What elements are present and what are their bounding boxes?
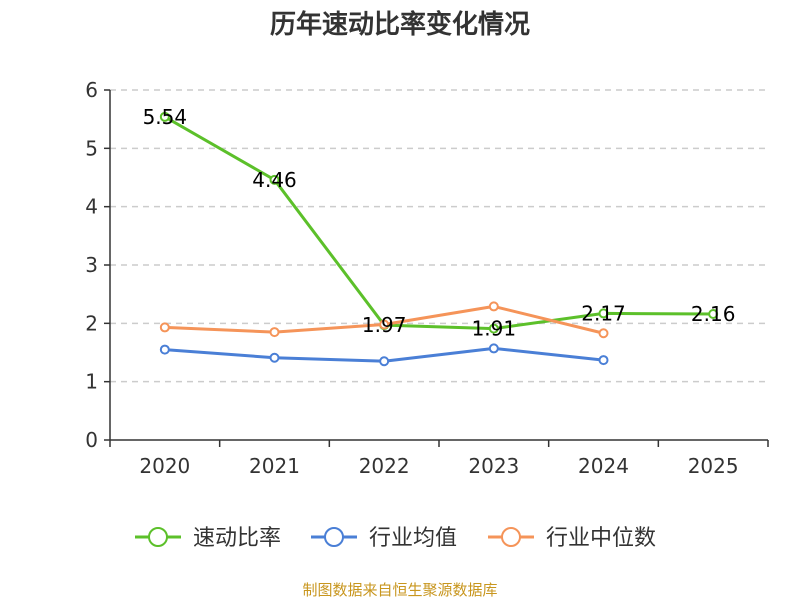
legend[interactable]: 速动比率 行业均值 行业中位数: [135, 526, 656, 551]
data-labels: 5.54 4.46 1.97 1.91 2.17 2.16: [143, 105, 736, 341]
data-label-2021: 4.46: [252, 168, 297, 192]
data-label-2022: 1.97: [362, 313, 407, 337]
legend-label-1: 行业均值: [369, 526, 457, 551]
series-line-0: [164, 115, 714, 331]
source-note: 制图数据来自恒生聚源数据库: [302, 581, 497, 599]
y-tick-label-0: 0: [85, 428, 98, 452]
x-tick-label-2023: 2023: [468, 454, 519, 478]
y-tick-label-5: 5: [85, 136, 98, 160]
y-tick-label-4: 4: [85, 195, 98, 219]
legend-item-1[interactable]: 行业均值: [311, 526, 457, 551]
point-0-2021[interactable]: [269, 174, 280, 185]
point-0-2025[interactable]: [708, 309, 719, 319]
axes: 0 1 2 3 4 5 6 2020 2021 2022 2023 2024 2025: [85, 78, 769, 478]
legend-label-0: 速动比率: [193, 526, 281, 551]
legend-item-0[interactable]: 速动比率: [135, 526, 281, 551]
x-tick-label-2020: 2020: [139, 454, 190, 478]
legend-marker-0: [148, 527, 168, 547]
point-2-2021[interactable]: [269, 327, 280, 338]
point-2-2020[interactable]: [159, 322, 170, 333]
data-label-2025: 2.16: [691, 302, 736, 326]
y-tick-label-6: 6: [85, 78, 98, 102]
point-1-2022[interactable]: [379, 356, 390, 367]
grid-lines: [110, 89, 768, 383]
data-label-2024: 2.17: [581, 301, 626, 325]
point-2-2022[interactable]: [379, 319, 390, 330]
x-tick-label-2022: 2022: [359, 454, 410, 478]
legend-item-2[interactable]: 行业中位数: [488, 526, 656, 551]
point-0-2023[interactable]: [488, 323, 499, 334]
point-1-2020[interactable]: [159, 344, 170, 355]
y-tick-label-1: 1: [85, 370, 98, 394]
chart-title: 历年速动比率变化情况: [270, 9, 530, 40]
legend-label-2: 行业中位数: [546, 526, 656, 551]
y-tick-label-2: 2: [85, 311, 98, 335]
data-label-2020: 5.54: [143, 105, 188, 129]
legend-marker-1: [324, 527, 344, 547]
point-0-2024[interactable]: [598, 308, 609, 319]
x-tick-label-2025: 2025: [688, 454, 739, 478]
point-2-2024[interactable]: [598, 328, 609, 339]
point-2-2023[interactable]: [488, 301, 499, 312]
point-1-2021[interactable]: [269, 352, 280, 363]
y-tick-label-3: 3: [85, 253, 98, 277]
data-label-2023: 1.91: [472, 317, 517, 341]
point-1-2024[interactable]: [598, 355, 609, 366]
x-tick-label-2024: 2024: [578, 454, 629, 478]
series-lines: [159, 111, 719, 367]
x-tick-label-2021: 2021: [249, 454, 300, 478]
point-0-2020[interactable]: [159, 111, 170, 122]
point-1-2023[interactable]: [488, 343, 499, 354]
legend-marker-2: [501, 527, 521, 547]
